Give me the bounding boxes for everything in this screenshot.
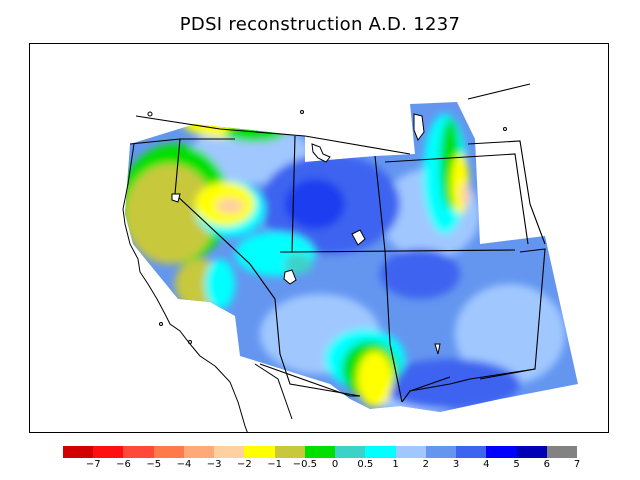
legend-tick-label: 5 bbox=[513, 459, 520, 470]
legend-tick-label: 0 bbox=[331, 459, 339, 470]
legend-tick-label: −0.5 bbox=[292, 459, 318, 470]
legend-tick-label: −1 bbox=[267, 459, 283, 470]
legend-tick-label: 6 bbox=[543, 459, 550, 470]
map-title: PDSI reconstruction A.D. 1237 bbox=[179, 14, 461, 35]
legend-swatch bbox=[335, 446, 366, 458]
legend-tick-label: 3 bbox=[452, 459, 460, 470]
legend-swatch bbox=[274, 446, 305, 458]
legend-swatch bbox=[486, 446, 517, 458]
legend-swatch bbox=[546, 446, 577, 458]
state-boundaries bbox=[129, 83, 546, 403]
legend-swatch bbox=[395, 446, 426, 458]
color-scale-labels: −7 −6 −5 −4 −3 −2 −1 −0.5 0 0.5 1 2 3 4 5 6 7 bbox=[63, 459, 581, 473]
legend-swatch bbox=[365, 446, 396, 458]
color-scale-legend bbox=[63, 446, 577, 458]
legend-tick-label: 2 bbox=[422, 459, 429, 470]
legend-tick-label: −7 bbox=[85, 459, 101, 470]
legend-tick-label: −2 bbox=[237, 459, 252, 470]
legend-tick-label: −4 bbox=[176, 459, 192, 470]
legend-swatch bbox=[63, 446, 94, 458]
lakes bbox=[171, 113, 441, 355]
legend-swatch bbox=[244, 446, 275, 458]
legend-swatch bbox=[214, 446, 245, 458]
pdsi-field bbox=[125, 102, 578, 412]
legend-swatch bbox=[123, 446, 154, 458]
legend-swatch bbox=[183, 446, 215, 458]
pdsi-map bbox=[122, 83, 578, 432]
legend-swatch bbox=[153, 446, 184, 458]
legend-tick-label: 1 bbox=[392, 459, 399, 470]
legend-tick-label: −3 bbox=[206, 459, 222, 470]
legend-tick-label: −6 bbox=[116, 459, 131, 470]
legend-tick-label: −5 bbox=[146, 459, 162, 470]
coastline bbox=[122, 110, 507, 432]
legend-swatch bbox=[516, 446, 547, 458]
legend-tick-label: 4 bbox=[483, 459, 490, 470]
legend-swatch bbox=[425, 446, 457, 458]
legend-tick-label: 0.5 bbox=[357, 459, 374, 470]
legend-swatch bbox=[93, 446, 124, 458]
legend-tick-label: 7 bbox=[573, 459, 581, 470]
legend-swatch bbox=[456, 446, 487, 458]
map-panel bbox=[29, 43, 609, 433]
legend-swatch bbox=[304, 446, 336, 458]
